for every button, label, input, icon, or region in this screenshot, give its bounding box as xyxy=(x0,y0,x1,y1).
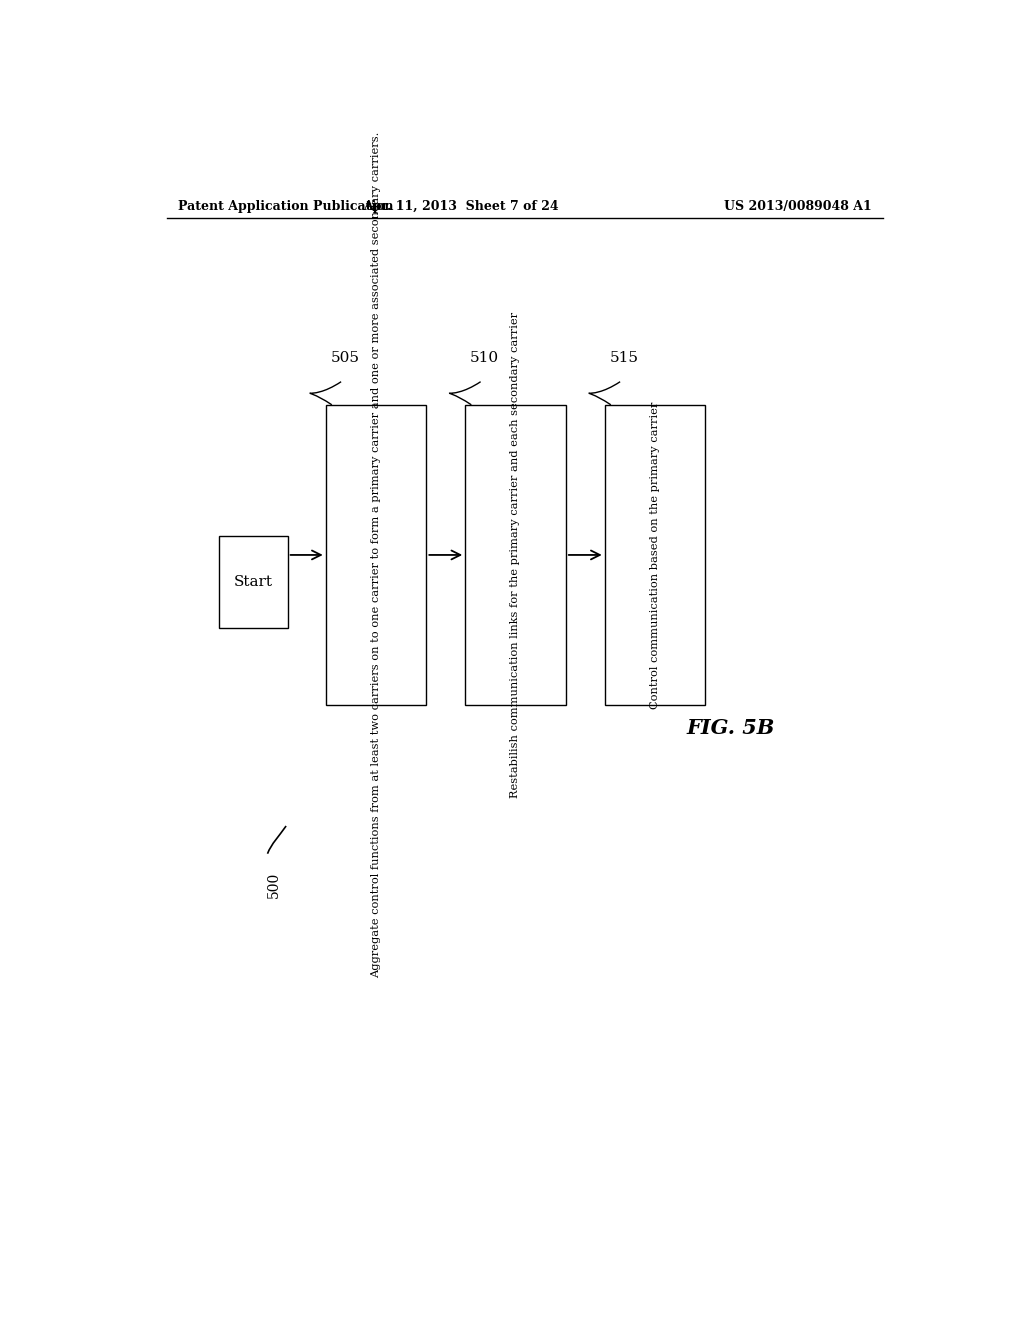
Text: Control communication based on the primary carrier: Control communication based on the prima… xyxy=(650,401,660,709)
Bar xyxy=(465,405,566,705)
Text: 500: 500 xyxy=(266,873,281,899)
Bar xyxy=(219,536,288,628)
Bar xyxy=(604,405,706,705)
Text: Restabilish communication links for the primary carrier and each secondary carri: Restabilish communication links for the … xyxy=(511,312,520,799)
Text: Patent Application Publication: Patent Application Publication xyxy=(178,199,394,213)
Text: FIG. 5B: FIG. 5B xyxy=(686,718,774,738)
Text: 505: 505 xyxy=(331,351,359,364)
Text: Apr. 11, 2013  Sheet 7 of 24: Apr. 11, 2013 Sheet 7 of 24 xyxy=(364,199,559,213)
Bar xyxy=(326,405,426,705)
Text: Start: Start xyxy=(234,576,273,589)
Text: 515: 515 xyxy=(609,351,639,364)
Text: US 2013/0089048 A1: US 2013/0089048 A1 xyxy=(724,199,872,213)
Text: Aggregate control functions from at least two carriers on to one carrier to form: Aggregate control functions from at leas… xyxy=(371,132,381,978)
Text: 510: 510 xyxy=(470,351,499,364)
